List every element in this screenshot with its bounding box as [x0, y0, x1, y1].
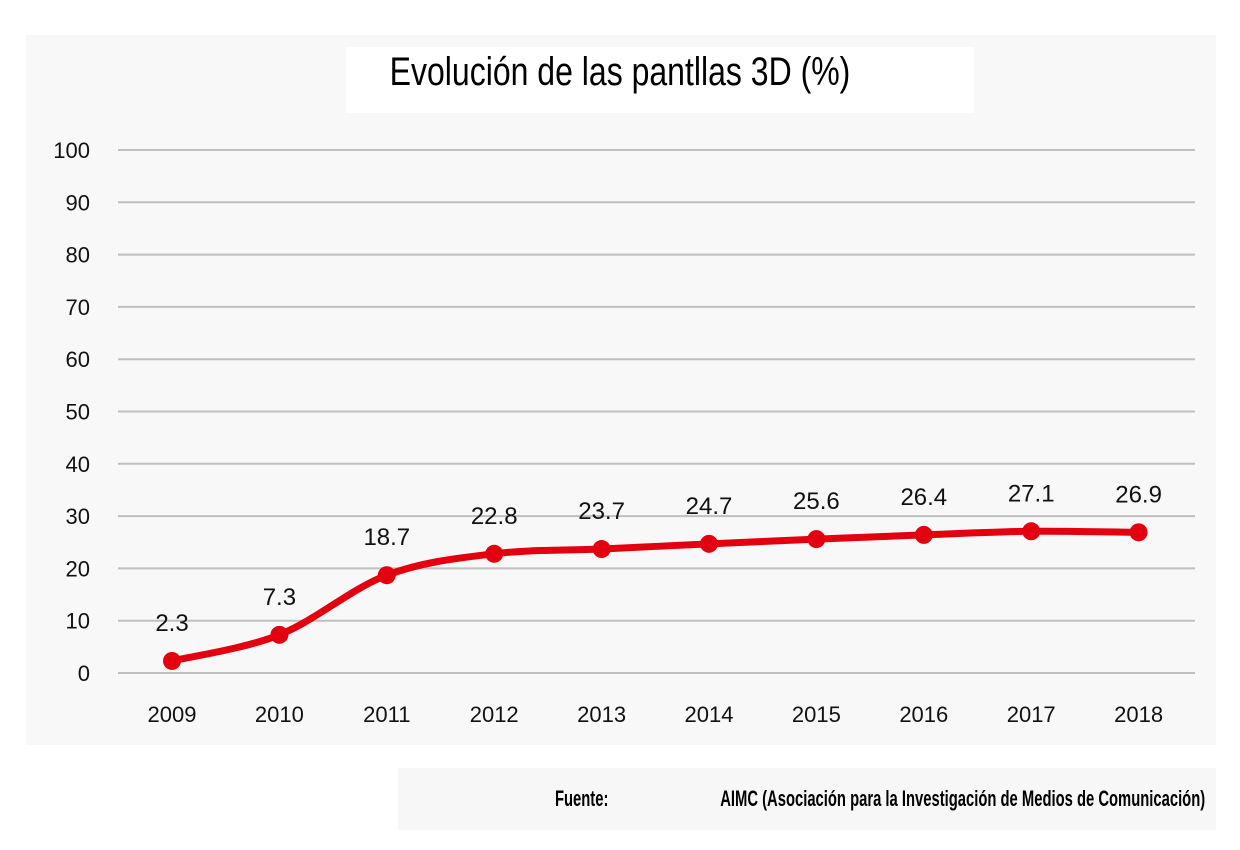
source-box — [398, 768, 1216, 830]
data-point — [377, 566, 396, 585]
data-label: 24.7 — [686, 493, 733, 520]
data-label: 26.4 — [900, 484, 947, 511]
title-box — [346, 47, 974, 113]
chart-panel — [26, 35, 1216, 745]
x-tick-label: 2015 — [792, 702, 841, 727]
data-label: 25.6 — [793, 488, 840, 515]
data-label: 27.1 — [1008, 480, 1055, 507]
x-tick-label: 2013 — [577, 702, 626, 727]
source-note: Fuente: AIMC (Asociación para la Investi… — [398, 786, 1205, 812]
data-point — [592, 540, 611, 559]
x-tick-label: 2014 — [685, 702, 734, 727]
y-tick-label: 60 — [66, 347, 90, 372]
data-point — [270, 625, 289, 644]
x-tick-label: 2016 — [899, 702, 948, 727]
x-tick-label: 2017 — [1007, 702, 1056, 727]
y-tick-label: 100 — [53, 138, 90, 163]
data-label: 7.3 — [263, 584, 296, 611]
y-tick-label: 70 — [66, 295, 90, 320]
chart-title: Evolución de las pantllas 3D (%) — [389, 50, 851, 94]
y-tick-label: 40 — [66, 452, 90, 477]
data-point — [163, 651, 181, 670]
y-tick-label: 50 — [66, 400, 90, 425]
data-label: 23.7 — [578, 498, 625, 525]
y-tick-label: 80 — [66, 243, 90, 268]
data-label: 18.7 — [363, 524, 410, 551]
data-point — [700, 534, 718, 553]
y-tick-label: 10 — [66, 609, 90, 634]
x-tick-label: 2018 — [1114, 702, 1163, 727]
data-label: 26.9 — [1115, 481, 1162, 508]
data-label: 22.8 — [471, 503, 518, 530]
source-text: AIMC (Asociación para la Investigación d… — [719, 786, 1205, 811]
x-tick-label: 2009 — [148, 702, 197, 727]
data-point — [485, 544, 504, 563]
source-label: Fuente: — [554, 786, 609, 811]
data-point — [914, 525, 933, 544]
y-tick-label: 90 — [66, 190, 90, 215]
y-tick-label: 20 — [66, 556, 90, 581]
x-tick-label: 2011 — [363, 702, 410, 727]
series-line — [168, 527, 1143, 665]
data-point — [807, 530, 826, 549]
data-label: 2.3 — [155, 610, 188, 637]
y-tick-label: 30 — [66, 504, 90, 529]
x-tick-label: 2012 — [470, 702, 519, 727]
y-tick-label: 0 — [78, 661, 90, 686]
data-point — [1129, 523, 1148, 542]
data-point — [1022, 522, 1041, 541]
x-tick-label: 2010 — [255, 702, 304, 727]
